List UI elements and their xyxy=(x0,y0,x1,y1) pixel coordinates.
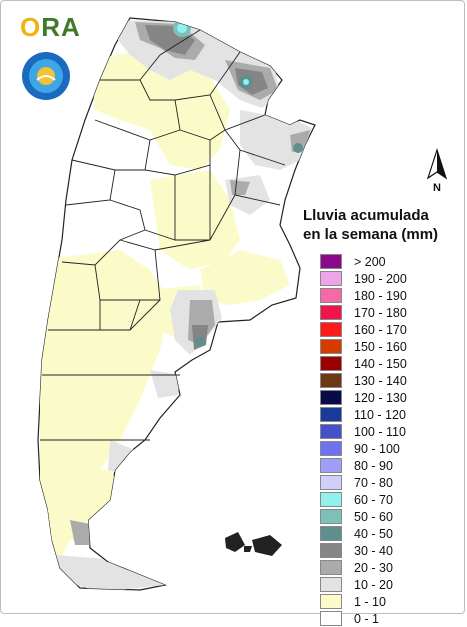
legend-title-line2: en la semana (mm) xyxy=(303,226,439,243)
legend-swatch xyxy=(320,509,342,524)
legend-label: 100 - 110 xyxy=(354,424,406,439)
legend-swatch xyxy=(320,322,342,337)
legend-swatch xyxy=(320,271,342,286)
legend: > 200 190 - 200 180 - 190 170 - 180 160 - 17… xyxy=(320,253,407,627)
legend-item: 30 - 40 xyxy=(320,542,407,559)
legend-label: 1 - 10 xyxy=(354,594,386,609)
legend-item: 110 - 120 xyxy=(320,406,407,423)
legend-swatch xyxy=(320,339,342,354)
province-boundaries xyxy=(40,29,286,563)
legend-swatch xyxy=(320,305,342,320)
legend-swatch xyxy=(320,526,342,541)
legend-label: 60 - 70 xyxy=(354,492,393,507)
legend-label: 10 - 20 xyxy=(354,577,393,592)
logo-o: O xyxy=(20,12,42,42)
legend-label: 110 - 120 xyxy=(354,407,406,422)
legend-label: 90 - 100 xyxy=(354,441,400,456)
legend-item: 40 - 50 xyxy=(320,525,407,542)
legend-item: 100 - 110 xyxy=(320,423,407,440)
legend-swatch xyxy=(320,373,342,388)
legend-item: 50 - 60 xyxy=(320,508,407,525)
legend-item: 10 - 20 xyxy=(320,576,407,593)
legend-swatch xyxy=(320,577,342,592)
legend-swatch xyxy=(320,254,342,269)
legend-swatch xyxy=(320,424,342,439)
national-seal-logo xyxy=(22,52,70,100)
legend-swatch xyxy=(320,441,342,456)
legend-item: 70 - 80 xyxy=(320,474,407,491)
legend-swatch xyxy=(320,560,342,575)
legend-label: 190 - 200 xyxy=(354,271,407,286)
legend-label: 120 - 130 xyxy=(354,390,407,405)
legend-item: 20 - 30 xyxy=(320,559,407,576)
legend-swatch xyxy=(320,543,342,558)
legend-item: 170 - 180 xyxy=(320,304,407,321)
legend-item: 1 - 10 xyxy=(320,593,407,610)
legend-swatch xyxy=(320,458,342,473)
legend-item: 180 - 190 xyxy=(320,287,407,304)
legend-swatch xyxy=(320,611,342,626)
legend-item: 190 - 200 xyxy=(320,270,407,287)
legend-swatch xyxy=(320,407,342,422)
legend-label: 80 - 90 xyxy=(354,458,393,473)
legend-label: 70 - 80 xyxy=(354,475,393,490)
legend-item: 150 - 160 xyxy=(320,338,407,355)
legend-label: > 200 xyxy=(354,254,386,269)
logo-ra: RA xyxy=(41,12,81,42)
legend-item: 160 - 170 xyxy=(320,321,407,338)
malvinas-islands xyxy=(225,532,282,556)
legend-label: 130 - 140 xyxy=(354,373,407,388)
legend-item: 80 - 90 xyxy=(320,457,407,474)
legend-label: 140 - 150 xyxy=(354,356,407,371)
legend-label: 30 - 40 xyxy=(354,543,393,558)
legend-swatch xyxy=(320,390,342,405)
legend-label: 50 - 60 xyxy=(354,509,393,524)
legend-swatch xyxy=(320,492,342,507)
legend-label: 150 - 160 xyxy=(354,339,407,354)
legend-label: 170 - 180 xyxy=(354,305,407,320)
legend-swatch xyxy=(320,356,342,371)
legend-label: 160 - 170 xyxy=(354,322,407,337)
north-arrow-icon: N xyxy=(426,148,448,194)
legend-item: > 200 xyxy=(320,253,407,270)
legend-item: 130 - 140 xyxy=(320,372,407,389)
ora-logo: ORA xyxy=(20,12,81,43)
legend-title: Lluvia acumulada en la semana (mm) xyxy=(303,206,438,244)
legend-swatch xyxy=(320,288,342,303)
north-label: N xyxy=(433,182,441,194)
legend-swatch xyxy=(320,594,342,609)
legend-item: 140 - 150 xyxy=(320,355,407,372)
legend-label: 180 - 190 xyxy=(354,288,407,303)
legend-label: 0 - 1 xyxy=(354,611,380,626)
legend-label: 40 - 50 xyxy=(354,526,393,541)
legend-title-line1: Lluvia acumulada xyxy=(303,207,429,224)
legend-item: 90 - 100 xyxy=(320,440,407,457)
legend-item: 60 - 70 xyxy=(320,491,407,508)
legend-swatch xyxy=(320,475,342,490)
map-frame xyxy=(0,0,465,614)
legend-label: 20 - 30 xyxy=(354,560,393,575)
legend-item: 0 - 1 xyxy=(320,610,407,627)
legend-item: 120 - 130 xyxy=(320,389,407,406)
